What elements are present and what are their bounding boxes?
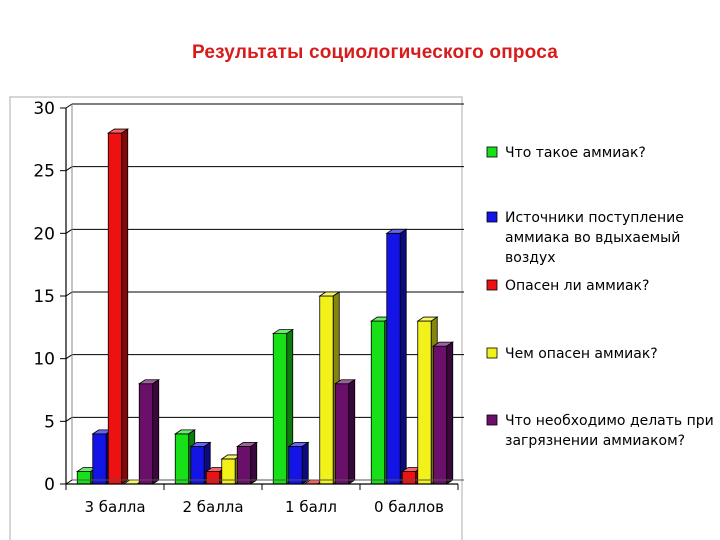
x-tick-labels: 3 балла 2 балла 1 балл 0 баллов [84,498,444,516]
bar [385,228,408,485]
plot-frame [9,96,463,540]
y-tick-labels: 0 5 10 15 20 25 30 [33,99,55,495]
legend-item: Опасен ли аммиак? [486,278,649,294]
legend-label: Что необходимо делать при загрязнении амм… [505,413,714,449]
axes [60,104,464,490]
x-tick-label: 0 баллов [374,498,444,516]
bar [287,441,310,485]
y-tick-label: 20 [33,224,55,244]
gridline-depth [65,354,73,360]
x-tick-label: 1 балл [285,498,337,516]
legend-item: Что такое аммиак? [486,145,646,161]
gridline-depth [65,291,73,297]
bar [431,341,455,485]
gridline-depth [65,416,73,422]
legend-swatch [486,347,498,359]
gridline-depth [65,166,73,172]
y-tick-label: 30 [33,99,55,119]
legend-item: Чем опасен аммиак? [486,346,658,362]
y-tick-label: 15 [33,287,55,307]
legend-item: Что необходимо делать при загрязнении амм… [486,413,714,449]
gridline-depth [65,103,73,109]
x-tick-label: 3 балла [84,498,145,516]
chart-title: Результаты социологического опроса [191,42,559,63]
bar [189,441,212,485]
legend-label: Чем опасен аммиак? [505,346,658,362]
y-tick-label: 25 [33,162,55,182]
legend-item: Источники поступление аммиака во вдыхаемы… [486,210,684,266]
bar [106,128,130,485]
y-tick-label: 0 [44,475,55,495]
legend-swatch [486,279,498,291]
x-tick-label: 2 балла [182,498,243,516]
legend-label: Источники поступление аммиака во вдыхаемы… [505,210,684,266]
gridline-depth [65,228,73,234]
legend-swatch [486,146,498,158]
bar [137,378,161,485]
bar [235,441,259,485]
bars [75,128,455,485]
y-tick-label: 10 [33,350,55,370]
y-tick-label: 5 [44,412,55,432]
legend-label: Что такое аммиак? [505,145,646,161]
legend-label: Опасен ли аммиак? [505,278,649,294]
legend-swatch [486,414,498,426]
floor-edge [65,479,73,485]
legend: Что такое аммиак? Источники поступление ам… [486,145,714,449]
bar [333,378,357,485]
legend-swatch [486,211,498,223]
